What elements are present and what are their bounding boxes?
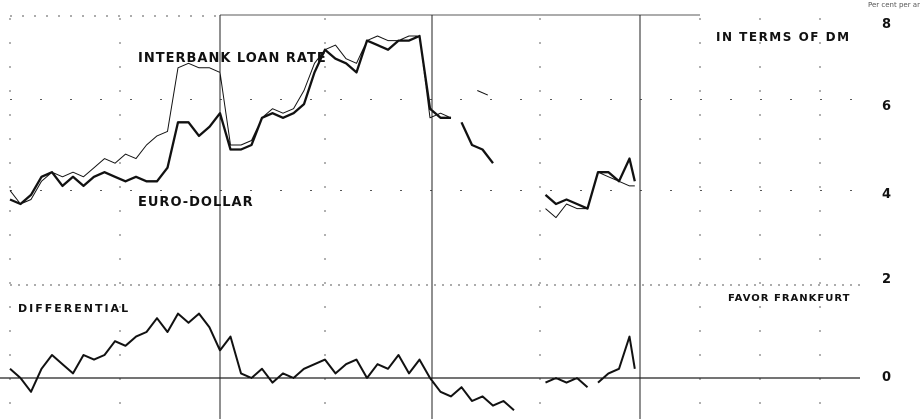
series-label-interbank: INTERBANK LOAN RATE: [138, 51, 327, 66]
y-axis-ticks: 0 2 4 6 8: [882, 17, 891, 385]
series-2-segment-1: [545, 377, 589, 388]
unit-label: Per cent per annum: [868, 1, 920, 9]
panel-label-bottom: FAVOR FRANKFURT: [728, 293, 850, 304]
panel-label-top: IN TERMS OF DM: [716, 30, 851, 44]
y-tick-label-8: 8: [882, 17, 891, 32]
series-label-differential: DIFFERENTIAL: [18, 302, 130, 315]
series-1-segment-2: [544, 157, 636, 210]
grid-lines: [0, 14, 860, 419]
series-0-segment-0: [9, 35, 452, 205]
series-1-segment-0: [9, 34, 451, 206]
y-tick-label-2: 2: [882, 272, 891, 287]
series-2-segment-2: [597, 335, 636, 384]
series-2-segment-0: [9, 312, 515, 411]
y-tick-label-6: 6: [882, 99, 891, 114]
series-0-segment-2: [545, 171, 635, 219]
series-label-euro-dollar: EURO-DOLLAR: [138, 195, 254, 210]
y-tick-label-4: 4: [882, 187, 891, 202]
y-tick-label-0: 0: [882, 370, 891, 385]
series-layer: [9, 34, 636, 411]
series-1-segment-1: [460, 121, 494, 164]
series-0-segment-1: [477, 90, 489, 96]
